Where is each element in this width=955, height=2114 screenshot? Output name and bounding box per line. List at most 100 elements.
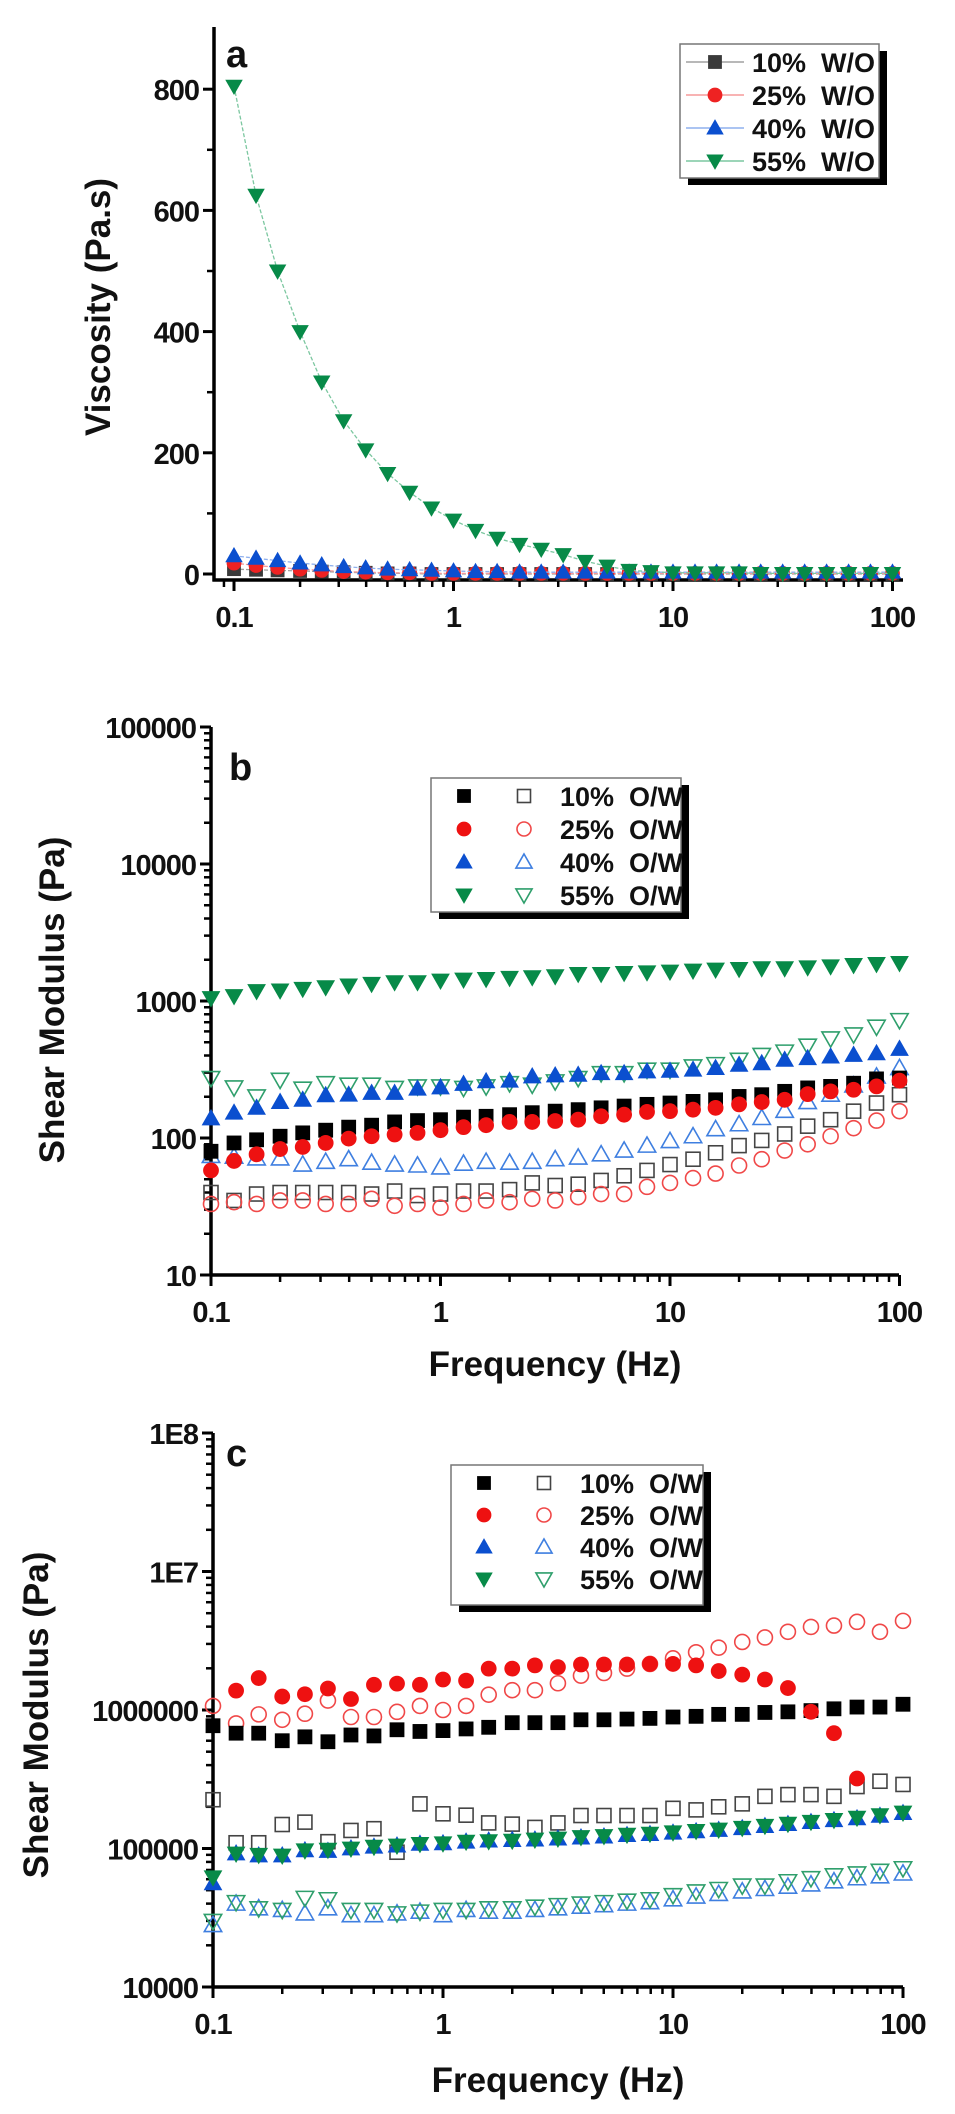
- data-point: [665, 1656, 681, 1672]
- data-point: [883, 566, 902, 583]
- data-point: [408, 1079, 427, 1096]
- data-point: [569, 1188, 587, 1206]
- y-tick-label: 10000: [120, 850, 196, 882]
- data-point: [710, 1639, 727, 1656]
- data-point: [801, 1814, 821, 1832]
- data-point: [320, 1680, 336, 1697]
- data-point: [272, 1902, 293, 1921]
- data-point: [250, 1706, 267, 1723]
- data-point: [248, 1195, 265, 1213]
- data-point: [320, 1734, 336, 1750]
- data-point: [502, 1900, 523, 1919]
- data-point: [752, 1053, 772, 1071]
- data-point: [870, 1808, 890, 1825]
- data-point: [823, 1868, 845, 1886]
- plot-area: [202, 1612, 914, 1933]
- x-tick-label: 100: [877, 1297, 922, 1329]
- data-point: [573, 1807, 589, 1824]
- data-point: [778, 1816, 798, 1834]
- data-point: [570, 1896, 592, 1914]
- data-point: [524, 1899, 545, 1917]
- data-point: [317, 1891, 338, 1910]
- data-point: [665, 1709, 681, 1725]
- data-point: [480, 1660, 497, 1677]
- x-axis-title-b: Frequency (Hz): [429, 1345, 682, 1384]
- data-point: [642, 1710, 658, 1726]
- data-point: [204, 1697, 222, 1715]
- data-point: [573, 1712, 589, 1728]
- data-point: [422, 501, 441, 517]
- data-point: [839, 566, 858, 583]
- data-point: [800, 1870, 822, 1889]
- data-point: [316, 980, 336, 997]
- data-point: [432, 1122, 449, 1139]
- data-point: [205, 1718, 221, 1734]
- data-point: [757, 1671, 773, 1688]
- y-tick-label: 1000000: [92, 1696, 198, 1728]
- data-point: [662, 1888, 684, 1907]
- panel-c-shear-modulus-chart: c Shear Modulus (Pa) Frequency (Hz) 0.1 1…: [17, 1419, 927, 2100]
- plot-area: [200, 956, 910, 1216]
- data-point: [223, 1080, 245, 1098]
- data-point: [340, 1130, 357, 1147]
- data-point: [568, 1065, 588, 1082]
- data-point: [291, 554, 309, 570]
- data-point: [547, 1177, 563, 1194]
- data-point: [871, 1623, 889, 1641]
- data-point: [846, 1866, 868, 1884]
- panel-b-shear-modulus-chart: b Shear Modulus (Pa) Frequency (Hz) 0.1 1…: [33, 713, 923, 1384]
- data-point: [546, 1192, 564, 1209]
- data-point: [755, 1818, 775, 1836]
- data-point: [639, 1162, 655, 1179]
- data-point: [665, 1800, 681, 1817]
- data-point: [868, 1095, 885, 1111]
- data-point: [480, 1686, 497, 1703]
- data-point: [341, 1841, 361, 1858]
- data-point: [682, 1059, 704, 1077]
- data-point: [409, 1195, 426, 1213]
- data-point: [412, 1676, 428, 1693]
- data-point: [294, 1890, 315, 1909]
- y-axis-title-a: Viscosity (Pa.s): [79, 178, 118, 436]
- data-point: [686, 1884, 707, 1902]
- data-point: [592, 1185, 610, 1203]
- data-point: [435, 1671, 451, 1688]
- data-point: [709, 1822, 729, 1840]
- data-point: [200, 1070, 222, 1089]
- data-point: [455, 1183, 472, 1199]
- x-tick-label: 100: [870, 602, 915, 634]
- data-point: [731, 1096, 747, 1113]
- data-point: [500, 970, 519, 988]
- data-point: [637, 965, 657, 982]
- data-point: [435, 1723, 451, 1739]
- x-axis-title-c: Frequency (Hz): [432, 2061, 685, 2100]
- data-point: [549, 1674, 567, 1692]
- data-point: [361, 1077, 382, 1095]
- data-point: [272, 1899, 293, 1918]
- legend-marker: [706, 119, 724, 135]
- data-point: [776, 1091, 793, 1108]
- data-point: [340, 1902, 362, 1921]
- legend-marker-open: [534, 1572, 554, 1589]
- data-point: [780, 1680, 796, 1696]
- data-point: [844, 958, 863, 975]
- data-point: [596, 1712, 612, 1728]
- data-point: [386, 1126, 403, 1143]
- data-point: [734, 1706, 750, 1722]
- data-point: [225, 546, 243, 563]
- data-point: [385, 1083, 404, 1100]
- data-point: [593, 1172, 609, 1189]
- y-tick-label: 10: [166, 1261, 196, 1293]
- legend-marker-open: [514, 888, 534, 905]
- data-point: [363, 1128, 380, 1145]
- data-point: [272, 1184, 288, 1201]
- data-point: [501, 1193, 518, 1211]
- data-point: [334, 557, 353, 574]
- legend-label: 40% W/O: [752, 114, 875, 144]
- data-point: [340, 1195, 357, 1213]
- data-point: [201, 1108, 221, 1126]
- data-point: [476, 971, 496, 989]
- data-point: [316, 1085, 336, 1103]
- data-point: [434, 1701, 452, 1719]
- data-point: [386, 1903, 408, 1921]
